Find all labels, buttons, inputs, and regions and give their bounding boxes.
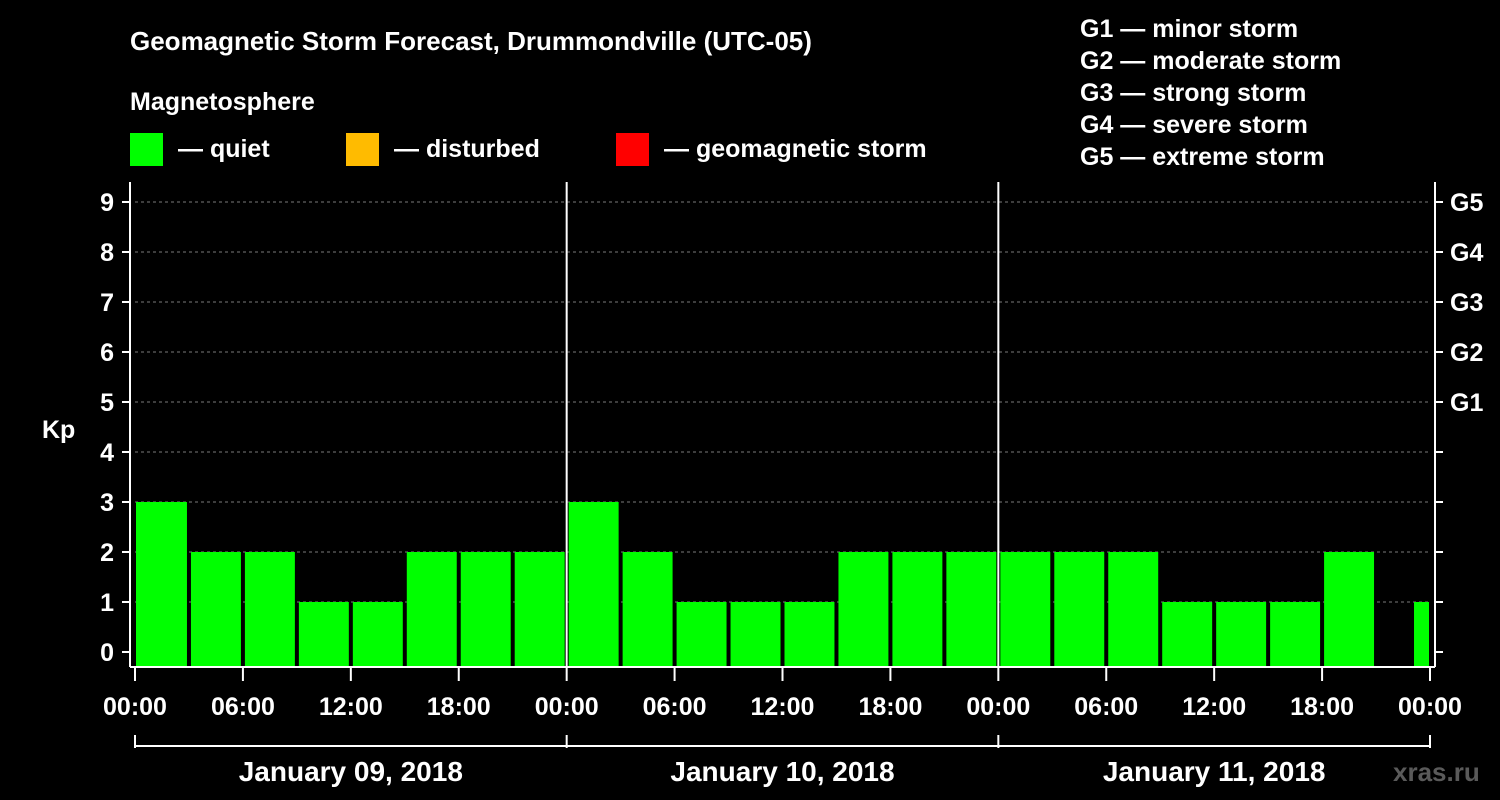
bar-0 (137, 502, 187, 667)
bar-1 (190, 552, 241, 667)
y-tick-label-8: 8 (100, 239, 114, 267)
x-tick-label-2: 12:00 (319, 693, 383, 721)
storm-scale-4: G4 — severe storm (1080, 111, 1308, 139)
bar-20 (1216, 602, 1267, 667)
storm-scale-legend: G1 — minor storm G2 — moderate storm G3 — … (1080, 15, 1341, 171)
chart-title: Geomagnetic Storm Forecast, Drummondvill… (130, 26, 812, 56)
x-axis: 00:00 06:00 12:00 18:00 00:00 06:00 12:00 18:00… (103, 667, 1462, 787)
legend: — quiet — disturbed — geomagnetic storm (130, 133, 927, 166)
x-tick-label-5: 06:00 (643, 693, 707, 721)
x-tick-label-12: 00:00 (1398, 693, 1462, 721)
bar-19 (1162, 602, 1213, 667)
bar-13 (838, 552, 889, 667)
bar-18 (1108, 552, 1159, 667)
date-label-2: January 11, 2018 (1103, 756, 1326, 787)
chart-subtitle: Magnetosphere (130, 88, 315, 116)
y-tick-label-7: 7 (100, 289, 114, 317)
storm-scale-3: G3 — strong storm (1080, 79, 1306, 107)
storm-scale-1: G1 — minor storm (1080, 15, 1298, 43)
x-tick-label-10: 12:00 (1182, 693, 1246, 721)
bar-21 (1270, 602, 1321, 667)
x-tick-label-0: 00:00 (103, 693, 167, 721)
bar-8 (568, 502, 619, 667)
legend-swatch-2 (616, 133, 649, 166)
bar-2 (244, 552, 295, 667)
bar-9 (622, 552, 673, 667)
x-tick-label-1: 06:00 (211, 693, 275, 721)
legend-label-2: — geomagnetic storm (664, 135, 927, 163)
g-tick-label-g3: G3 (1450, 289, 1483, 317)
g-tick-label-g2: G2 (1450, 339, 1483, 367)
x-tick-label-4: 00:00 (535, 693, 599, 721)
bar-11 (730, 602, 781, 667)
g-tick-label-g1: G1 (1450, 389, 1483, 417)
date-label-0: January 09, 2018 (239, 756, 463, 787)
bar-5 (406, 552, 457, 667)
x-tick-label-8: 00:00 (966, 693, 1030, 721)
y-tick-label-2: 2 (100, 539, 114, 567)
storm-scale-2: G2 — moderate storm (1080, 47, 1341, 75)
x-tick-label-11: 18:00 (1290, 693, 1354, 721)
y-tick-label-9: 9 (100, 189, 114, 217)
y-tick-label-1: 1 (100, 589, 114, 617)
x-tick-label-6: 12:00 (751, 693, 815, 721)
credit-text: xras.ru (1393, 757, 1480, 787)
y-tick-label-0: 0 (100, 639, 114, 667)
legend-label-0: — quiet (178, 135, 270, 163)
date-label-1: January 10, 2018 (670, 756, 894, 787)
bar-4 (352, 602, 403, 667)
bar-partial-end (1414, 602, 1429, 667)
bar-6 (460, 552, 511, 667)
g-tick-label-g5: G5 (1450, 189, 1483, 217)
bar-22 (1324, 552, 1375, 667)
y-axis-label: Kp (42, 416, 75, 444)
y-tick-label-6: 6 (100, 339, 114, 367)
bar-16 (1000, 552, 1051, 667)
y-tick-label-5: 5 (100, 389, 114, 417)
bar-3 (298, 602, 349, 667)
g-tick-label-g4: G4 (1450, 239, 1483, 267)
legend-swatch-0 (130, 133, 163, 166)
bar-10 (676, 602, 727, 667)
legend-swatch-1 (346, 133, 379, 166)
bar-12 (784, 602, 835, 667)
bar-17 (1054, 552, 1105, 667)
y-tick-label-4: 4 (100, 439, 114, 467)
x-tick-label-9: 06:00 (1074, 693, 1138, 721)
y-tick-label-3: 3 (100, 489, 114, 517)
bar-7 (514, 552, 565, 667)
x-tick-label-3: 18:00 (427, 693, 491, 721)
x-tick-label-7: 18:00 (858, 693, 922, 721)
storm-scale-5: G5 — extreme storm (1080, 143, 1325, 171)
legend-label-1: — disturbed (394, 135, 540, 163)
bar-15 (946, 552, 997, 667)
bar-14 (892, 552, 943, 667)
